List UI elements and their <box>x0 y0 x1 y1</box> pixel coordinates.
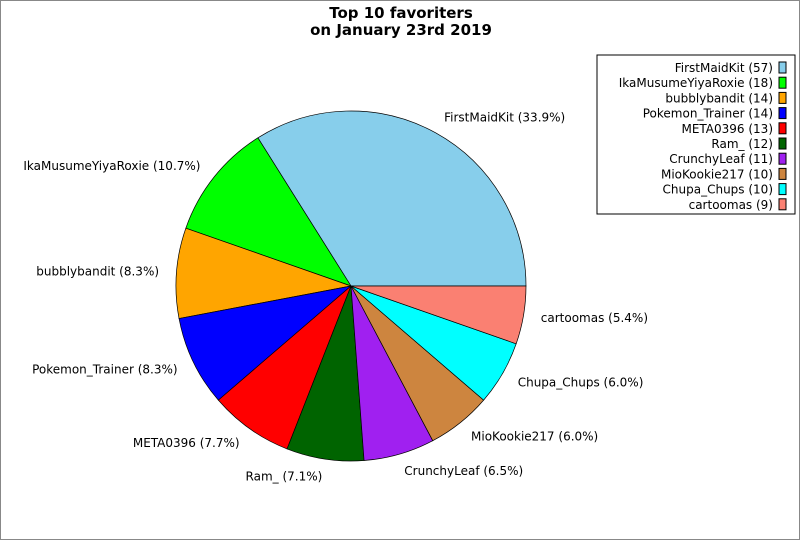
legend-swatch <box>778 107 787 120</box>
chart-title-line-1: Top 10 favoriters <box>329 4 473 22</box>
legend-swatch <box>778 122 787 135</box>
slice-label: Pokemon_Trainer (8.3%) <box>32 363 177 377</box>
slice-label: META0396 (7.7%) <box>133 436 240 450</box>
pie-slice-cartoomas <box>350 285 527 345</box>
pie-slice-bubblybandit <box>175 227 353 319</box>
legend-label: IkaMusumeYiyaRoxie (18) <box>619 76 773 90</box>
pie-slice-ikamusumeyiyaroxie <box>185 137 352 287</box>
legend-swatch <box>778 91 787 104</box>
chart-title-line-2: on January 23rd 2019 <box>310 21 492 39</box>
slice-label: Ram_ (7.1%) <box>246 469 323 483</box>
legend-label: bubblybandit (14) <box>665 91 773 105</box>
legend-box <box>596 54 796 215</box>
legend-swatch <box>778 198 787 211</box>
legend-swatch <box>778 183 787 196</box>
legend-label: cartoomas (9) <box>689 198 773 212</box>
legend-swatch <box>778 61 787 74</box>
legend-label: CrunchyLeaf (11) <box>669 152 773 166</box>
slice-label: MioKookie217 (6.0%) <box>471 430 598 444</box>
slice-label: cartoomas (5.4%) <box>541 311 648 325</box>
legend-label: MioKookie217 (10) <box>661 167 773 181</box>
legend-swatch <box>778 137 787 150</box>
pie-slice-firstmaidkit <box>257 110 527 287</box>
slice-label: CrunchyLeaf (6.5%) <box>404 464 523 478</box>
slice-label: FirstMaidKit (33.9%) <box>444 111 565 125</box>
legend-swatch <box>778 76 787 89</box>
slice-label: bubblybandit (8.3%) <box>36 265 159 279</box>
legend-swatch <box>778 167 787 180</box>
pie-slice-pokemon_trainer <box>178 285 353 401</box>
legend-label: Chupa_Chups (10) <box>663 183 773 197</box>
legend-label: FirstMaidKit (57) <box>675 61 773 75</box>
legend-swatch <box>778 152 787 165</box>
slice-label: IkaMusumeYiyaRoxie (10.7%) <box>23 159 200 173</box>
legend-label: Ram_ (12) <box>711 137 773 151</box>
legend-label: Pokemon_Trainer (14) <box>643 107 773 121</box>
legend-label: META0396 (13) <box>681 122 773 136</box>
slice-label: Chupa_Chups (6.0%) <box>518 375 644 389</box>
